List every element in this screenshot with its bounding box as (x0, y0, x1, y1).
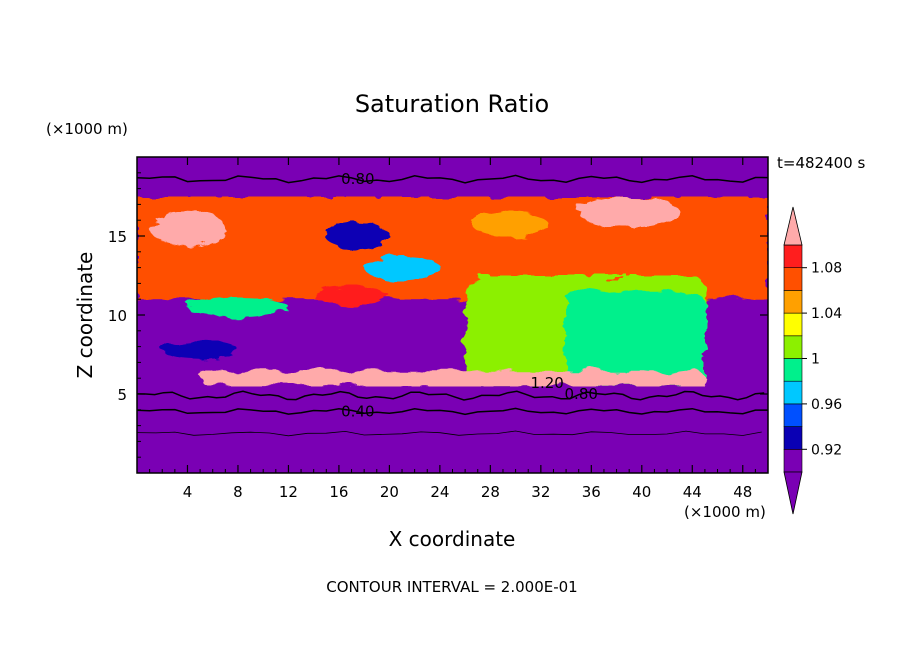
x-tick-label: 32 (531, 483, 550, 501)
contour-line (137, 407, 768, 416)
x-tick-label: 16 (329, 483, 348, 501)
colorbar-swatch (783, 244, 803, 269)
colorbar-swatch (783, 448, 803, 473)
x-tick-label: 8 (233, 483, 243, 501)
field-blob (578, 196, 680, 229)
x-tick-label: 36 (582, 483, 601, 501)
field-blob (313, 286, 390, 306)
colorbar-tick-label: 1 (811, 352, 820, 368)
field-blob (364, 254, 440, 281)
colorbar-swatch (783, 358, 803, 382)
contour-label: 0.80 (565, 385, 598, 403)
y-tick-label: 15 (108, 228, 127, 246)
field-blob (149, 210, 226, 246)
x-tick-label: 44 (683, 483, 702, 501)
field-blob (187, 296, 289, 319)
contour-label: 0.80 (341, 170, 374, 188)
colorbar-swatch (783, 267, 803, 291)
contour-labels: 0.800.401.200.80 (341, 170, 598, 420)
colorbar-tick-label: 1.08 (811, 261, 842, 277)
colorbar-swatch (783, 380, 803, 405)
contour-line (137, 430, 762, 437)
moist-layer (137, 196, 768, 387)
field-region-supersaturated-base (200, 370, 705, 387)
chart-title: Saturation Ratio (355, 90, 549, 118)
colorbar-over-arrow (783, 206, 803, 246)
y-unit-label: (×1000 m) (46, 120, 128, 138)
x-tick-label: 20 (380, 483, 399, 501)
x-tick-label: 24 (430, 483, 449, 501)
x-tick-label: 40 (632, 483, 651, 501)
colorbar-swatch (783, 290, 803, 314)
colorbar-tick-label: 0.92 (811, 442, 842, 458)
colorbar-tick-label: 0.96 (811, 397, 842, 413)
colorbar-under-arrow (783, 471, 803, 515)
contour-line (137, 174, 768, 184)
field-blob (326, 221, 390, 251)
contour-interval-note: CONTOUR INTERVAL = 2.000E-01 (326, 578, 577, 596)
contour-line (137, 390, 765, 401)
y-tick-label: 5 (117, 386, 127, 404)
field-blob (244, 234, 333, 263)
heatmap-field (137, 157, 768, 473)
colorbar-swatch (783, 335, 803, 359)
colorbar-swatch (783, 403, 803, 427)
colorbar: 0.92 0.96 1 1.04 1.08 (783, 206, 842, 515)
contour-lines (137, 174, 768, 437)
x-tick-label: 28 (481, 483, 500, 501)
field-blob (685, 243, 750, 276)
time-label: t=482400 s (777, 154, 865, 172)
x-tick-label: 48 (733, 483, 752, 501)
x-axis: 4 8 12 16 20 24 28 32 36 40 44 48 (149, 157, 756, 501)
x-axis-title: X coordinate (389, 527, 516, 551)
contour-label: 0.40 (341, 402, 374, 420)
y-axis-title: Z coordinate (73, 252, 97, 379)
colorbar-tick-label: 1.04 (811, 306, 842, 322)
field-region-cloud-core (566, 291, 705, 387)
x-unit-label: (×1000 m) (684, 503, 766, 521)
field-blob (471, 210, 548, 236)
x-tick-label: 12 (279, 483, 298, 501)
colorbar-swatch (783, 312, 803, 337)
x-tick-label: 4 (183, 483, 193, 501)
contour-label: 1.20 (530, 374, 563, 392)
field-blob (162, 340, 238, 360)
colorbar-swatch (783, 426, 803, 450)
y-tick-label: 10 (108, 307, 127, 325)
y-axis: 5 10 15 (108, 172, 768, 458)
